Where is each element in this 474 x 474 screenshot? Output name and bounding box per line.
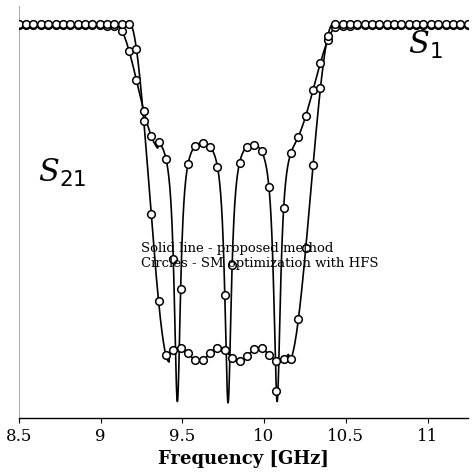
Text: S$_{21}$: S$_{21}$ [38,157,87,189]
Text: Solid line - proposed method
Circles - SM optimization with HFS: Solid line - proposed method Circles - S… [141,242,379,270]
X-axis label: Frequency [GHz]: Frequency [GHz] [158,450,329,468]
Text: S$_{1}$: S$_{1}$ [408,29,443,62]
